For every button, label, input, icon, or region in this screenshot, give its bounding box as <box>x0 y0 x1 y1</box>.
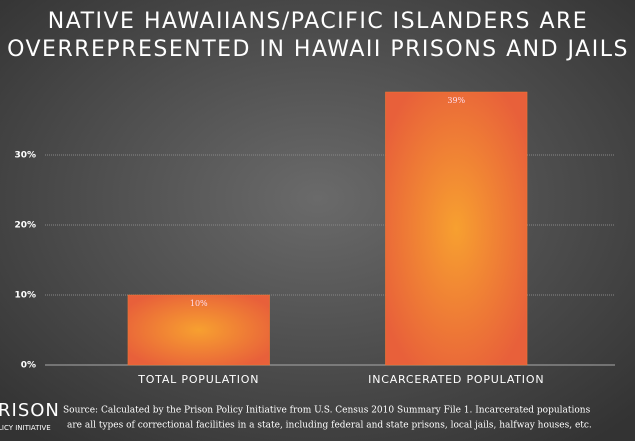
logo: LICY INITIATIVE <box>0 424 51 432</box>
value-label: 10% <box>190 299 208 308</box>
source-note: are all types of correctional facilities… <box>67 421 592 431</box>
y-tick-label: 30% <box>14 151 36 161</box>
x-tick-label: TOTAL POPULATION <box>137 373 259 386</box>
chart-title: OVERREPRESENTED IN HAWAII PRISONS AND JA… <box>7 37 629 62</box>
source-note: Source: Calculated by the Prison Policy … <box>63 406 591 416</box>
chart-title: NATIVE HAWAIIANS/PACIFIC ISLANDERS ARE <box>48 9 588 34</box>
y-tick-label: 10% <box>14 291 36 301</box>
bar <box>127 294 270 366</box>
y-tick-label: 0% <box>21 361 36 371</box>
x-tick-label: INCARCERATED POPULATION <box>368 373 544 386</box>
bar <box>385 91 528 366</box>
logo: RISON <box>0 400 60 421</box>
value-label: 39% <box>447 96 465 105</box>
y-tick-label: 20% <box>14 221 36 231</box>
